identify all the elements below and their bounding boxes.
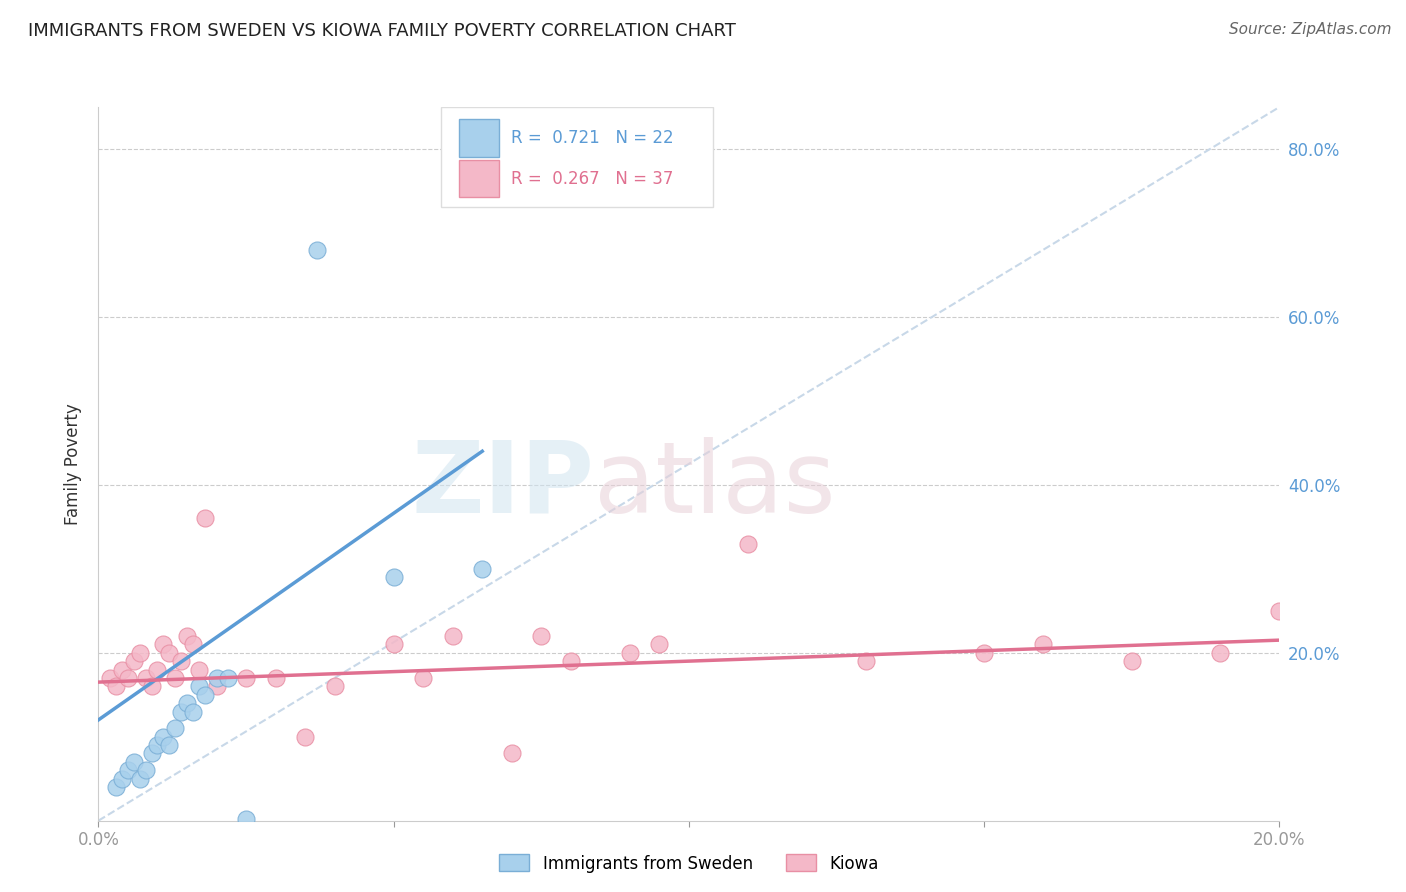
Point [111,663,134,677]
Point [855,654,877,668]
Point [1268,604,1291,618]
Point [135,764,157,778]
Legend: Immigrants from Sweden, Kiowa: Immigrants from Sweden, Kiowa [492,847,886,880]
Point [560,654,582,668]
Point [181,637,204,651]
Point [235,812,257,826]
Point [170,654,193,668]
Point [98,671,121,685]
Point [176,696,198,710]
Point [157,646,180,660]
Point [323,679,346,693]
Point [152,730,174,744]
Point [737,536,759,550]
Point [1121,654,1143,668]
Point [170,705,193,719]
Point [152,637,174,651]
Point [187,679,209,693]
Point [146,738,169,752]
Text: IMMIGRANTS FROM SWEDEN VS KIOWA FAMILY POVERTY CORRELATION CHART: IMMIGRANTS FROM SWEDEN VS KIOWA FAMILY P… [28,22,735,40]
Point [122,755,145,769]
Point [973,646,995,660]
Text: atlas: atlas [595,437,837,533]
Point [648,637,671,651]
Point [117,764,139,778]
Point [471,562,494,576]
Point [165,721,187,735]
Point [141,679,163,693]
Point [165,671,187,685]
Text: R =  0.721   N = 22: R = 0.721 N = 22 [510,129,673,147]
Point [146,663,169,677]
Point [382,570,405,584]
FancyBboxPatch shape [458,161,499,197]
Point [217,671,239,685]
Text: R =  0.267   N = 37: R = 0.267 N = 37 [510,169,673,188]
Point [181,705,204,719]
Point [111,772,134,786]
Point [305,243,328,257]
Point [1032,637,1054,651]
Point [135,671,157,685]
Point [117,671,139,685]
Y-axis label: Family Poverty: Family Poverty [65,403,83,524]
Point [294,730,316,744]
Point [128,772,150,786]
Point [105,780,128,794]
Point [176,629,198,643]
FancyBboxPatch shape [441,107,713,207]
Point [187,663,209,677]
Point [501,747,523,761]
Text: ZIP: ZIP [412,437,595,533]
Point [205,679,228,693]
Point [441,629,464,643]
Point [194,688,217,702]
Point [141,747,163,761]
Point [205,671,228,685]
Point [264,671,287,685]
Point [412,671,434,685]
Point [235,671,257,685]
Point [530,629,553,643]
FancyBboxPatch shape [458,120,499,157]
Text: Source: ZipAtlas.com: Source: ZipAtlas.com [1229,22,1392,37]
Point [194,511,217,525]
Point [122,654,145,668]
Point [619,646,641,660]
Point [382,637,405,651]
Point [128,646,150,660]
Point [157,738,180,752]
Point [105,679,128,693]
Point [1209,646,1232,660]
